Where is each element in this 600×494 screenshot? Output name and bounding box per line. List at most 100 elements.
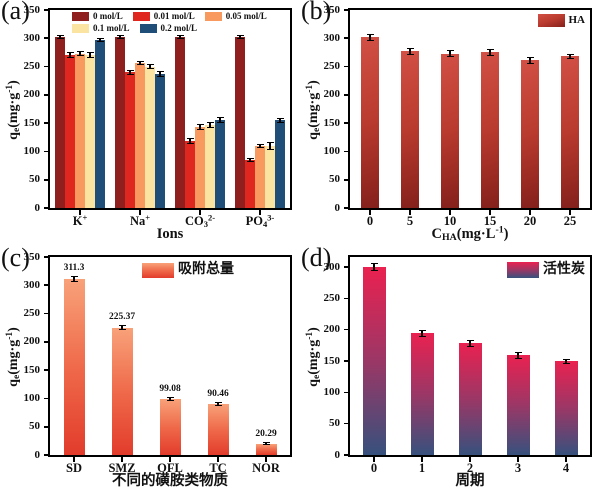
y-tick-label: 50 <box>329 173 340 186</box>
legend-item: 活性炭 <box>507 262 585 279</box>
y-tick <box>43 178 48 181</box>
x-tick-label: 3 <box>514 461 522 475</box>
bar-value-label: 20.29 <box>255 429 277 440</box>
error-bar <box>446 50 454 57</box>
y-tick <box>343 37 348 40</box>
error-bar <box>566 53 574 60</box>
error-bar <box>562 358 570 364</box>
bar <box>63 278 85 455</box>
y-tick-label: 100 <box>323 144 341 157</box>
x-tick <box>409 210 411 215</box>
bar <box>207 403 229 455</box>
y-tick <box>43 397 48 400</box>
error-bar <box>146 64 154 69</box>
y-tick <box>43 256 48 258</box>
y-tick <box>343 150 348 153</box>
x-tick <box>259 210 261 215</box>
y-tick <box>343 94 348 96</box>
x-tick-label: TC <box>209 461 227 475</box>
error-bar <box>466 340 474 347</box>
legend-label: HA <box>568 14 586 27</box>
y-tick <box>43 65 48 68</box>
x-tick-label: OFL <box>157 461 183 475</box>
error-bar <box>370 263 378 271</box>
x-tick-label: PO43- <box>245 212 275 229</box>
plot-area: 活性炭 <box>348 255 592 457</box>
y-tick <box>43 369 48 371</box>
x-tick <box>139 210 141 215</box>
x-tick <box>199 210 201 215</box>
x-tick <box>569 210 571 215</box>
y-tick-label: 50 <box>29 173 40 186</box>
y-tick <box>43 341 48 343</box>
x-tick-label: 4 <box>562 461 570 475</box>
bar <box>561 56 579 208</box>
bar <box>458 343 482 455</box>
x-tick <box>489 210 491 215</box>
bar <box>441 53 459 208</box>
bar <box>506 355 530 455</box>
plot-area: HA <box>348 8 592 210</box>
y-tick <box>43 312 48 315</box>
x-tick <box>373 457 375 462</box>
bar-value-label: 99.08 <box>159 384 181 395</box>
x-tick <box>265 457 267 462</box>
error-bar <box>406 47 414 55</box>
y-tick <box>43 37 48 40</box>
error-bar <box>176 34 184 40</box>
error-bar <box>246 157 254 163</box>
legend-item: 0.01 mol/L <box>132 11 195 21</box>
x-tick-label: 1 <box>418 461 426 475</box>
bar <box>255 145 265 208</box>
error-bar <box>266 142 274 151</box>
panel-d: (d) qe(mg·g-1) 活性炭 周期 0 50 100 150 200 250 300… <box>300 243 600 494</box>
x-axis-label: 不同的磺胺类物质 <box>112 473 228 489</box>
error-bar <box>116 34 124 40</box>
y-tick-label: 100 <box>23 144 41 157</box>
y-tick <box>43 122 48 124</box>
x-tick-label: 25 <box>563 214 577 228</box>
legend-item: 0.1 mol/L <box>72 23 130 33</box>
bar <box>145 66 155 208</box>
error-bar <box>526 56 534 64</box>
bar <box>111 327 133 455</box>
y-tick <box>343 122 348 124</box>
legend-label: 活性炭 <box>543 262 585 277</box>
error-bar <box>156 71 164 77</box>
error-bar <box>66 52 74 59</box>
legend-label: 0.01 mol/L <box>153 11 195 21</box>
error-bar <box>86 51 94 58</box>
bar <box>55 37 65 208</box>
y-tick-label: 300 <box>323 31 341 44</box>
bar <box>85 54 95 208</box>
bar <box>155 73 165 208</box>
x-tick-label: NOR <box>252 461 280 475</box>
y-tick-label: 250 <box>23 60 41 73</box>
x-tick <box>469 457 471 462</box>
bar-value-label: 311.3 <box>63 263 85 274</box>
bar <box>75 53 85 208</box>
bar <box>65 55 75 208</box>
legend-label: 吸附总量 <box>178 262 234 277</box>
y-tick-label: 200 <box>323 88 341 101</box>
bar <box>159 398 181 455</box>
error-bar <box>366 33 374 41</box>
legend-swatch <box>72 24 89 34</box>
y-tick <box>343 9 348 11</box>
y-tick-label: 300 <box>323 260 341 273</box>
legend-label: 0.1 mol/L <box>93 23 130 34</box>
y-tick-label: 350 <box>323 3 341 16</box>
error-bar <box>56 34 64 40</box>
y-tick-label: 300 <box>23 278 41 291</box>
x-tick-label: 0 <box>370 461 378 475</box>
x-tick <box>79 210 81 215</box>
y-tick-label: 0 <box>34 201 41 214</box>
legend-item: 0 mol/L <box>72 11 123 21</box>
x-tick <box>369 210 371 215</box>
plot-area: 0 mol/L 0.01 mol/L 0.05 mol/L 0.1 mol/L 0.2 … <box>48 8 292 210</box>
legend-item: 吸附总量 <box>142 262 234 278</box>
panel-b: (b) qe(mg·g-1) HA CHA(mg·L-1) 0 50 100 150 2… <box>300 0 600 247</box>
panel-a: (a) qe(mg·g-1) 0 mol/L 0.01 mol/L 0.05 mol… <box>0 0 300 247</box>
x-tick <box>517 457 519 462</box>
legend-label: 0.2 mol/L <box>160 23 198 34</box>
